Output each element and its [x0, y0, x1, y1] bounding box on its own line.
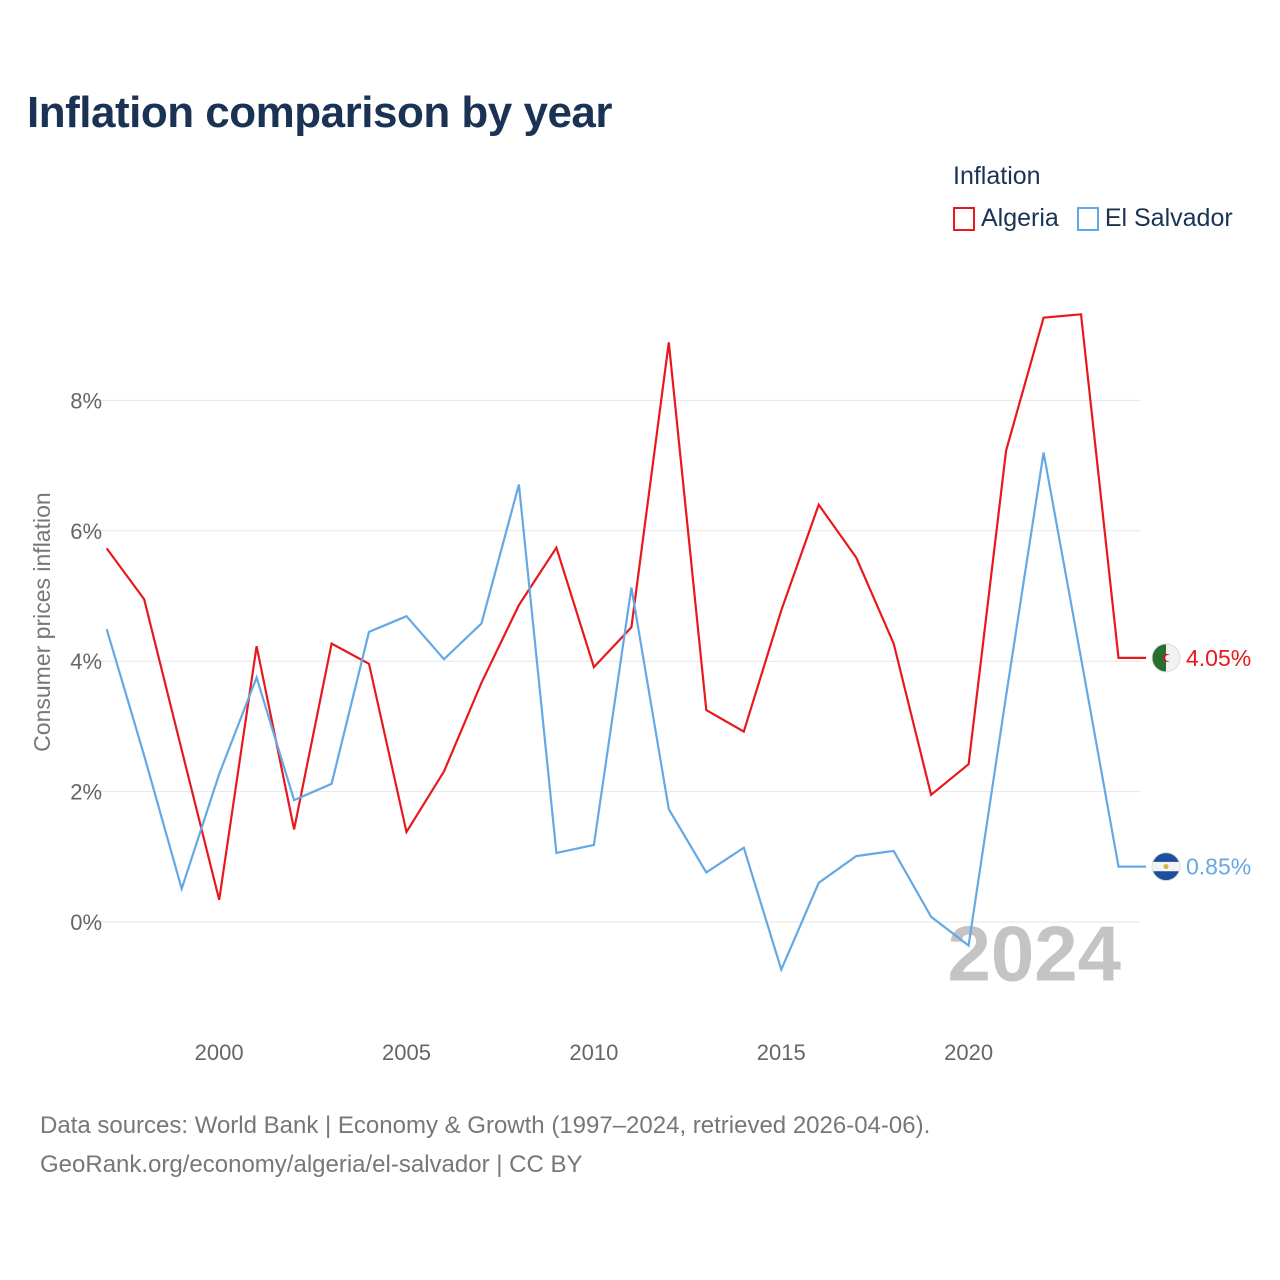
- chart-title: Inflation comparison by year: [27, 88, 613, 137]
- legend-swatch-algeria: [953, 206, 975, 231]
- data-point-algeria[interactable]: [852, 554, 860, 562]
- data-point-el-salvador[interactable]: [178, 885, 186, 893]
- data-point-el-salvador[interactable]: [627, 584, 635, 592]
- legend-label-el-salvador: El Salvador: [1104, 204, 1233, 232]
- data-point-algeria[interactable]: [403, 828, 411, 836]
- data-point-el-salvador[interactable]: [890, 847, 898, 855]
- legend-item-el-salvador[interactable]: El Salvador: [1076, 204, 1233, 233]
- data-point-el-salvador[interactable]: [552, 849, 560, 857]
- data-point-algeria[interactable]: [253, 642, 261, 650]
- data-point-el-salvador[interactable]: [440, 655, 448, 663]
- legend-item-algeria[interactable]: Algeria: [953, 204, 1059, 233]
- data-point-algeria[interactable]: [665, 338, 673, 346]
- y-tick-label: 0%: [70, 910, 102, 935]
- legend-label-algeria: Algeria: [981, 204, 1059, 232]
- year-watermark: 2024: [947, 910, 1121, 998]
- data-point-algeria[interactable]: [815, 501, 823, 509]
- data-point-algeria[interactable]: [1115, 654, 1123, 662]
- y-tick-label: 4%: [70, 649, 102, 674]
- footer-sources: Data sources: World Bank | Economy & Gro…: [40, 1112, 931, 1139]
- data-point-algeria[interactable]: [927, 791, 935, 799]
- grid: [88, 399, 1141, 923]
- data-point-el-salvador[interactable]: [290, 796, 298, 804]
- data-point-algeria[interactable]: [590, 663, 598, 671]
- data-point-algeria[interactable]: [740, 728, 748, 736]
- data-point-el-salvador[interactable]: [365, 628, 373, 636]
- data-point-algeria[interactable]: [965, 760, 973, 768]
- data-point-el-salvador[interactable]: [477, 619, 485, 627]
- data-point-el-salvador[interactable]: [852, 852, 860, 860]
- data-point-el-salvador[interactable]: [740, 844, 748, 852]
- data-point-algeria[interactable]: [328, 640, 336, 648]
- footer: Data sources: World Bank | Economy & Gro…: [40, 1106, 930, 1184]
- end-markers: 4.05% 0.85%: [1151, 643, 1251, 882]
- data-point-el-salvador[interactable]: [328, 780, 336, 788]
- data-point-el-salvador[interactable]: [815, 879, 823, 887]
- data-point-algeria[interactable]: [515, 601, 523, 609]
- data-point-el-salvador[interactable]: [515, 481, 523, 489]
- data-point-el-salvador[interactable]: [665, 805, 673, 813]
- data-point-algeria[interactable]: [552, 544, 560, 552]
- x-tick-label: 2005: [382, 1040, 431, 1065]
- data-point-el-salvador[interactable]: [1115, 863, 1123, 871]
- x-tick-label: 2010: [569, 1040, 618, 1065]
- data-point-algeria[interactable]: [178, 746, 186, 754]
- y-axis-ticks: 0% 2% 4% 6% 8%: [70, 388, 102, 935]
- x-tick-label: 2020: [944, 1040, 993, 1065]
- data-point-algeria[interactable]: [627, 623, 635, 631]
- algeria-flag-icon: [1151, 643, 1181, 673]
- data-point-el-salvador[interactable]: [103, 625, 111, 633]
- data-point-el-salvador[interactable]: [1040, 449, 1048, 457]
- data-point-algeria[interactable]: [365, 660, 373, 668]
- data-point-el-salvador[interactable]: [403, 612, 411, 620]
- data-point-el-salvador[interactable]: [215, 770, 223, 778]
- data-point-algeria[interactable]: [290, 825, 298, 833]
- legend-swatch-el-salvador: [1076, 206, 1099, 231]
- data-point-el-salvador[interactable]: [927, 913, 935, 921]
- data-point-el-salvador[interactable]: [1002, 692, 1010, 700]
- y-tick-label: 2%: [70, 780, 102, 805]
- legend-title: Inflation: [953, 162, 1041, 190]
- line-chart: 0% 2% 4% 6% 8% 2000 2005 2010 2015 2020 Consumer…: [29, 310, 1251, 1065]
- data-point-algeria[interactable]: [440, 767, 448, 775]
- legend: Algeria El Salvador: [953, 204, 1233, 233]
- x-tick-label: 2015: [757, 1040, 806, 1065]
- data-point-algeria[interactable]: [215, 896, 223, 904]
- x-axis-ticks: 2000 2005 2010 2015 2020: [195, 1040, 993, 1065]
- data-point-algeria[interactable]: [1002, 447, 1010, 455]
- data-point-algeria[interactable]: [702, 706, 710, 714]
- data-point-algeria[interactable]: [103, 544, 111, 552]
- data-point-algeria[interactable]: [477, 679, 485, 687]
- y-tick-label: 8%: [70, 388, 102, 413]
- series-line-el-salvador[interactable]: [105, 452, 1146, 973]
- end-value-label-el-salvador: 0.85%: [1186, 854, 1251, 880]
- data-point-algeria[interactable]: [140, 595, 148, 603]
- data-point-el-salvador[interactable]: [253, 673, 261, 681]
- footer-link[interactable]: GeoRank.org/economy/algeria/el-salvador …: [40, 1151, 583, 1178]
- data-point-algeria[interactable]: [777, 606, 785, 614]
- data-point-algeria[interactable]: [1077, 310, 1085, 318]
- data-point-el-salvador[interactable]: [777, 966, 785, 974]
- data-point-el-salvador[interactable]: [965, 941, 973, 949]
- el-salvador-flag-icon: [1151, 852, 1181, 882]
- y-axis-label: Consumer prices inflation: [29, 492, 55, 752]
- series: [103, 310, 1146, 974]
- data-point-algeria[interactable]: [890, 640, 898, 648]
- data-point-el-salvador[interactable]: [1077, 654, 1085, 662]
- end-value-label-algeria: 4.05%: [1186, 645, 1251, 671]
- data-point-el-salvador[interactable]: [140, 752, 148, 760]
- x-tick-label: 2000: [195, 1040, 244, 1065]
- y-tick-label: 6%: [70, 519, 102, 544]
- data-point-el-salvador[interactable]: [590, 841, 598, 849]
- data-point-algeria[interactable]: [1040, 314, 1048, 322]
- data-point-el-salvador[interactable]: [702, 868, 710, 876]
- series-line-algeria[interactable]: [105, 313, 1146, 901]
